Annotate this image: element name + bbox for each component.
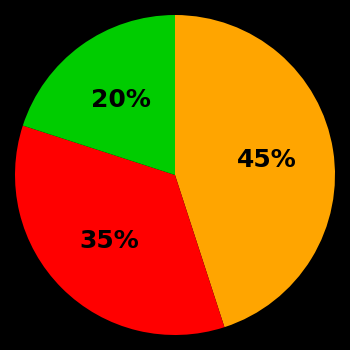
Text: 45%: 45% — [237, 148, 296, 173]
Wedge shape — [175, 15, 335, 327]
Text: 20%: 20% — [91, 88, 150, 112]
Wedge shape — [23, 15, 175, 175]
Text: 35%: 35% — [79, 229, 139, 253]
Wedge shape — [15, 126, 224, 335]
